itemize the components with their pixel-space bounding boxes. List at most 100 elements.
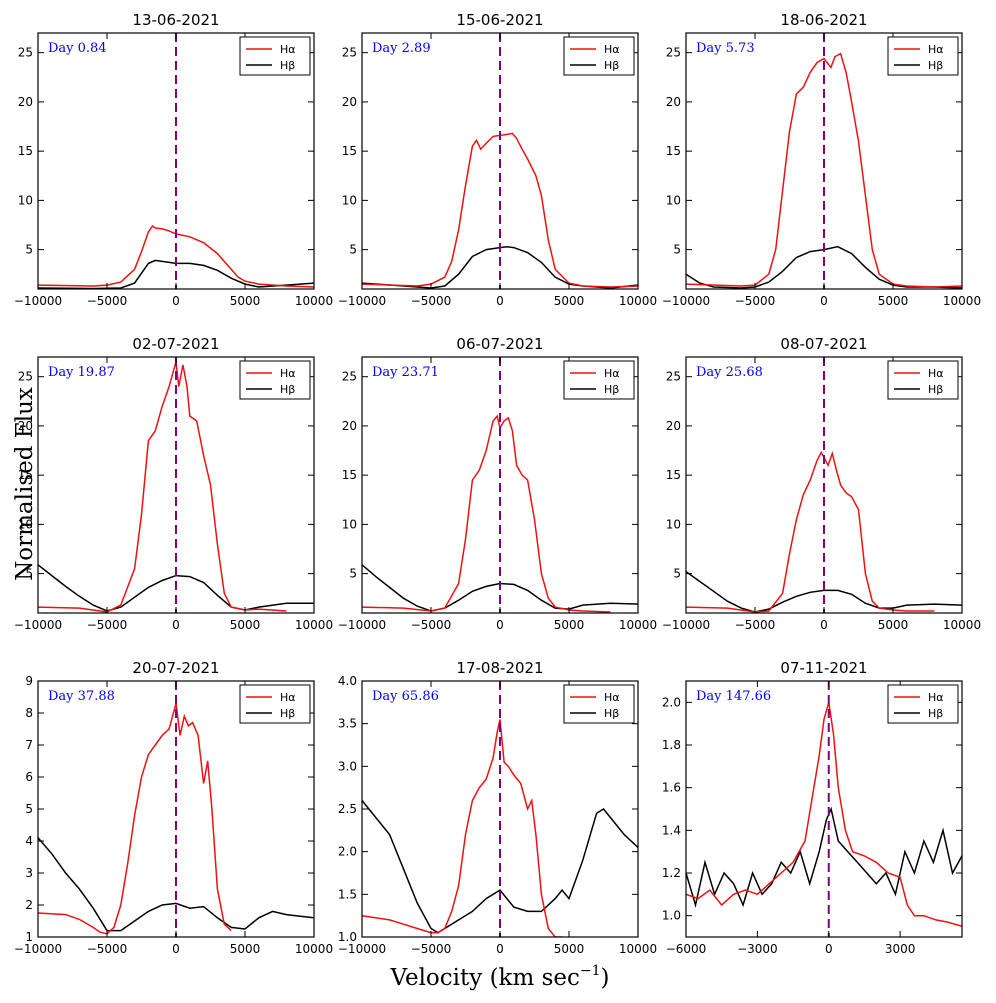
y-tick-label: 7 [25,738,33,752]
x-tick-label: −5000 [411,618,452,632]
panel-9: −6000 −3000 0 3000 1.0 1.2 1.4 1.6 1.8 2.0 07-11-2… [662,659,963,956]
y-tick-label: 20 [18,419,33,433]
y-tick-label: 10 [666,517,681,531]
x-tick-label: −6000 [666,942,707,956]
y-tick-label: 15 [18,468,33,482]
x-tick-label: 5000 [230,618,261,632]
legend-box [887,36,959,76]
legend: Hα Hβ [887,36,959,76]
legend-box [239,36,311,76]
y-tick-label: 5 [25,567,33,581]
y-tick-label: 1 [25,930,33,944]
legend-label-halpha: Hα [604,367,620,380]
y-tick-label: 15 [342,144,357,158]
legend-box [563,684,635,724]
day-label: Day 147.66 [696,689,771,704]
legend: Hα Hβ [239,684,311,724]
x-tick-label: 5000 [878,618,909,632]
y-tick-label: 15 [342,468,357,482]
y-tick-label: 25 [342,370,357,384]
x-tick-label: 0 [820,294,828,308]
panel-1: −10000 −5000 0 5000 10000 5 10 15 20 25 13-06-2021… [14,11,333,308]
x-tick-label: −5000 [735,618,776,632]
panel-title: 13-06-2021 [132,11,219,29]
panel-title: 02-07-2021 [132,335,219,353]
y-tick-label: 2.0 [662,695,681,709]
x-tick-label: 5000 [554,618,585,632]
legend-label-halpha: Hα [928,691,944,704]
x-axis-label-main: Velocity (km sec [389,965,579,991]
y-tick-label: 8 [25,706,33,720]
panel-title: 20-07-2021 [132,659,219,677]
series-group [38,703,314,935]
y-tick-label: 20 [666,419,681,433]
y-tick-label: 4.0 [338,674,357,688]
y-tick-label: 20 [18,95,33,109]
y-tick-label: 1.2 [662,866,681,880]
day-label: Day 2.89 [372,41,431,56]
x-tick-label: 5000 [878,294,909,308]
halpha-line [362,414,611,613]
legend-label-hbeta: Hβ [928,707,943,720]
y-tick-label: 25 [18,46,33,60]
legend: Hα Hβ [887,684,959,724]
hbeta-line [38,837,314,932]
y-tick-label: 20 [342,419,357,433]
x-tick-label: −5000 [411,294,452,308]
legend-label-halpha: Hα [280,43,296,56]
legend-box [563,360,635,400]
x-tick-label: 0 [172,618,180,632]
y-tick-label: 2.5 [338,802,357,816]
legend-box [887,360,959,400]
x-tick-label: 5000 [554,942,585,956]
series-group [362,719,638,937]
y-tick-label: 15 [666,468,681,482]
day-label: Day 37.88 [48,689,115,704]
x-tick-label: 3000 [885,942,916,956]
legend-box [239,360,311,400]
halpha-line [38,224,314,288]
y-tick-label: 10 [18,517,33,531]
y-tick-label: 3.0 [338,759,357,773]
y-tick-label: 4 [25,834,33,848]
x-tick-label: 10000 [295,618,333,632]
halpha-line [686,450,935,613]
x-tick-label: 10000 [295,942,333,956]
series-group [686,52,962,289]
day-label: Day 5.73 [696,41,755,56]
legend: Hα Hβ [563,360,635,400]
legend-box [563,36,635,76]
x-tick-label: 5000 [230,942,261,956]
x-tick-label: 0 [496,942,504,956]
y-tick-label: 25 [666,370,681,384]
halpha-line [38,361,287,613]
y-tick-label: 1.8 [662,738,681,752]
x-tick-label: −10000 [338,294,386,308]
x-tick-label: 10000 [619,618,657,632]
legend-box [887,684,959,724]
x-tick-label: −10000 [14,294,62,308]
y-tick-label: 6 [25,770,33,784]
x-tick-label: −5000 [735,294,776,308]
y-tick-label: 1.5 [338,887,357,901]
legend-label-halpha: Hα [280,367,296,380]
x-tick-label: 0 [172,942,180,956]
panel-3: −10000 −5000 0 5000 10000 5 10 15 20 25 18-06-2021… [662,11,981,308]
x-tick-label: 10000 [295,294,333,308]
y-tick-label: 2 [25,898,33,912]
x-tick-label: 10000 [943,618,981,632]
x-tick-label: −3000 [737,942,778,956]
x-tick-label: 5000 [230,294,261,308]
y-tick-label: 25 [18,370,33,384]
x-tick-label: −10000 [14,942,62,956]
legend-label-halpha: Hα [280,691,296,704]
halpha-line [38,703,232,935]
y-tick-label: 25 [666,46,681,60]
x-tick-label: −10000 [338,942,386,956]
x-tick-label: −10000 [662,618,710,632]
y-tick-label: 5 [673,243,681,257]
panel-grid: −10000 −5000 0 5000 1000051015202513-06-2021… [14,11,981,956]
legend-label-hbeta: Hβ [280,383,295,396]
legend: Hα Hβ [239,36,311,76]
y-tick-label: 25 [342,46,357,60]
